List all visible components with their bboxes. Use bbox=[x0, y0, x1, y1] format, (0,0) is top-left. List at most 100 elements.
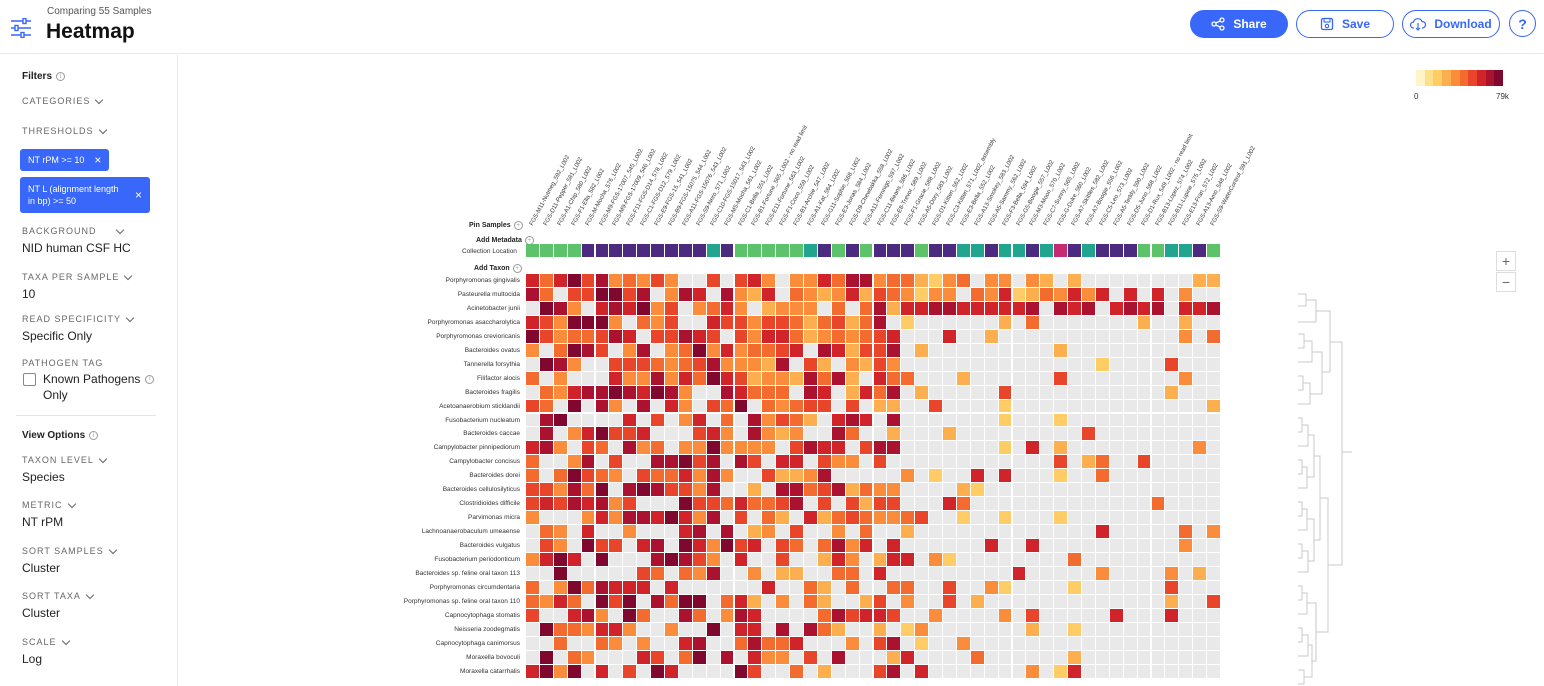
heatmap-cell[interactable] bbox=[692, 287, 706, 301]
heatmap-cell[interactable] bbox=[1082, 622, 1095, 636]
metadata-cell[interactable] bbox=[1207, 244, 1220, 257]
heatmap-cell[interactable] bbox=[1054, 594, 1068, 608]
heatmap-cell[interactable] bbox=[553, 539, 567, 552]
heatmap-cell[interactable] bbox=[553, 329, 567, 343]
heatmap-cell[interactable] bbox=[887, 566, 901, 580]
heatmap-cell[interactable] bbox=[1054, 636, 1068, 650]
heatmap-cell[interactable] bbox=[859, 580, 873, 594]
heatmap-cell[interactable] bbox=[984, 539, 998, 552]
heatmap-cell[interactable] bbox=[1193, 566, 1207, 580]
heatmap-cell[interactable] bbox=[1207, 650, 1220, 664]
heatmap-cell[interactable] bbox=[1179, 413, 1193, 427]
heatmap-cell[interactable] bbox=[539, 525, 553, 539]
heatmap-cell[interactable] bbox=[1179, 511, 1193, 525]
heatmap-cell[interactable] bbox=[984, 274, 998, 287]
heatmap-cell[interactable] bbox=[720, 455, 734, 469]
heatmap-cell[interactable] bbox=[943, 329, 956, 343]
heatmap-cell[interactable] bbox=[526, 357, 539, 371]
heatmap-cell[interactable] bbox=[692, 469, 706, 483]
metadata-cell[interactable] bbox=[1137, 244, 1151, 257]
heatmap-cell[interactable] bbox=[873, 441, 887, 455]
heatmap-cell[interactable] bbox=[651, 636, 664, 650]
taxon-label[interactable]: Filifactor alocis bbox=[477, 374, 520, 382]
heatmap-cell[interactable] bbox=[692, 580, 706, 594]
heatmap-cell[interactable] bbox=[1137, 608, 1151, 622]
metadata-cell[interactable] bbox=[956, 244, 970, 257]
heatmap-cell[interactable] bbox=[1193, 413, 1207, 427]
heatmap-cell[interactable] bbox=[915, 329, 929, 343]
heatmap-cell[interactable] bbox=[637, 413, 651, 427]
heatmap-cell[interactable] bbox=[956, 287, 970, 301]
heatmap-cell[interactable] bbox=[845, 566, 859, 580]
heatmap-cell[interactable] bbox=[609, 455, 623, 469]
heatmap-cell[interactable] bbox=[831, 650, 845, 664]
heatmap-cell[interactable] bbox=[873, 315, 887, 329]
heatmap-cell[interactable] bbox=[692, 427, 706, 441]
heatmap-cell[interactable] bbox=[637, 539, 651, 552]
heatmap-cell[interactable] bbox=[1109, 608, 1123, 622]
heatmap-cell[interactable] bbox=[887, 413, 901, 427]
heatmap-cell[interactable] bbox=[901, 594, 915, 608]
heatmap-cell[interactable] bbox=[595, 483, 609, 497]
heatmap-cell[interactable] bbox=[1082, 455, 1095, 469]
metadata-cell[interactable] bbox=[859, 244, 873, 257]
heatmap-cell[interactable] bbox=[1026, 385, 1040, 399]
heatmap-cell[interactable] bbox=[734, 553, 748, 566]
heatmap-cell[interactable] bbox=[567, 441, 581, 455]
heatmap-cell[interactable] bbox=[998, 301, 1012, 315]
heatmap-cell[interactable] bbox=[1054, 580, 1068, 594]
heatmap-cell[interactable] bbox=[692, 497, 706, 511]
heatmap-cell[interactable] bbox=[1026, 413, 1040, 427]
heatmap-cell[interactable] bbox=[998, 371, 1012, 385]
heatmap-cell[interactable] bbox=[929, 287, 942, 301]
heatmap-cell[interactable] bbox=[609, 636, 623, 650]
heatmap-cell[interactable] bbox=[1012, 441, 1026, 455]
heatmap-cell[interactable] bbox=[1151, 511, 1165, 525]
heatmap-cell[interactable] bbox=[706, 427, 720, 441]
heatmap-cell[interactable] bbox=[567, 343, 581, 357]
heatmap-cell[interactable] bbox=[539, 343, 553, 357]
heatmap-cell[interactable] bbox=[1123, 594, 1137, 608]
heatmap-cell[interactable] bbox=[539, 539, 553, 552]
heatmap-cell[interactable] bbox=[804, 301, 817, 315]
heatmap-cell[interactable] bbox=[692, 650, 706, 664]
heatmap-cell[interactable] bbox=[998, 329, 1012, 343]
heatmap-cell[interactable] bbox=[1109, 580, 1123, 594]
heatmap-cell[interactable] bbox=[1109, 301, 1123, 315]
heatmap-cell[interactable] bbox=[804, 413, 817, 427]
heatmap-cell[interactable] bbox=[1165, 525, 1179, 539]
heatmap-cell[interactable] bbox=[831, 525, 845, 539]
heatmap-cell[interactable] bbox=[943, 553, 956, 566]
heatmap-cell[interactable] bbox=[734, 427, 748, 441]
heatmap-cell[interactable] bbox=[1012, 343, 1026, 357]
heatmap-cell[interactable] bbox=[956, 497, 970, 511]
heatmap-cell[interactable] bbox=[1068, 511, 1081, 525]
heatmap-cell[interactable] bbox=[665, 413, 678, 427]
heatmap-cell[interactable] bbox=[748, 525, 762, 539]
heatmap-cell[interactable] bbox=[637, 594, 651, 608]
heatmap-cell[interactable] bbox=[609, 525, 623, 539]
heatmap-cell[interactable] bbox=[567, 287, 581, 301]
heatmap-cell[interactable] bbox=[526, 469, 539, 483]
heatmap-cell[interactable] bbox=[651, 594, 664, 608]
heatmap-cell[interactable] bbox=[804, 427, 817, 441]
heatmap-cell[interactable] bbox=[665, 664, 678, 678]
heatmap-cell[interactable] bbox=[1068, 399, 1081, 413]
heatmap-cell[interactable] bbox=[956, 650, 970, 664]
heatmap-cell[interactable] bbox=[1137, 427, 1151, 441]
heatmap-cell[interactable] bbox=[970, 566, 984, 580]
heatmap-cell[interactable] bbox=[831, 594, 845, 608]
heatmap-cell[interactable] bbox=[1026, 608, 1040, 622]
heatmap-cell[interactable] bbox=[1012, 622, 1026, 636]
heatmap-cell[interactable] bbox=[678, 274, 692, 287]
heatmap-cell[interactable] bbox=[984, 371, 998, 385]
heatmap-cell[interactable] bbox=[1207, 483, 1220, 497]
heatmap-cell[interactable] bbox=[526, 580, 539, 594]
heatmap-cell[interactable] bbox=[595, 413, 609, 427]
heatmap-cell[interactable] bbox=[859, 525, 873, 539]
heatmap-cell[interactable] bbox=[1068, 622, 1081, 636]
heatmap-cell[interactable] bbox=[553, 497, 567, 511]
heatmap-cell[interactable] bbox=[998, 343, 1012, 357]
heatmap-cell[interactable] bbox=[1179, 622, 1193, 636]
heatmap-cell[interactable] bbox=[581, 566, 595, 580]
